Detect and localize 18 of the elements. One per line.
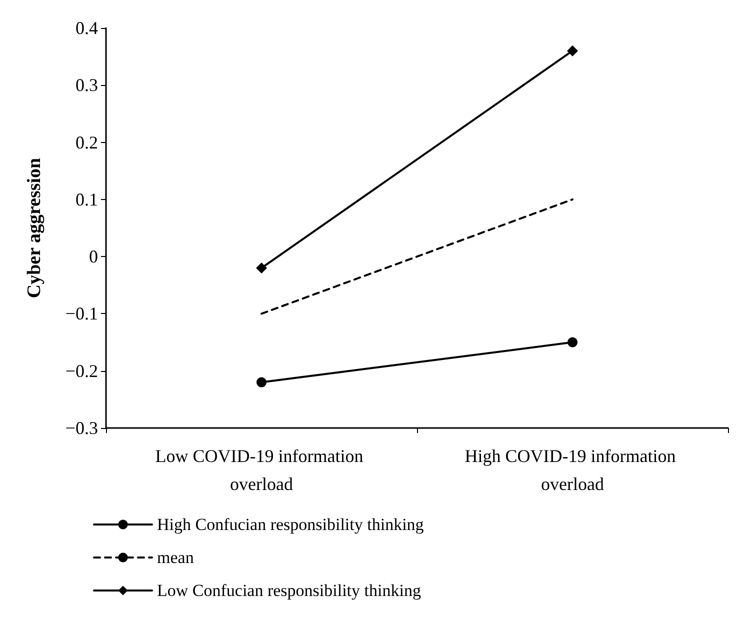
point <box>256 377 266 388</box>
y-tick-label: −0.2 <box>65 360 98 381</box>
y-tick-label: −0.3 <box>65 418 98 438</box>
y-tick-label: 0.3 <box>76 75 98 96</box>
y-tick-label: −0.1 <box>65 304 98 324</box>
legend-label: High Confucian responsibility thinking <box>157 515 424 534</box>
legend-label: mean <box>157 548 194 567</box>
y-tick-label: 0.1 <box>76 189 98 210</box>
y-tick-label: 0.2 <box>76 132 98 152</box>
point <box>568 337 578 348</box>
y-tick-label: 0.4 <box>76 18 98 38</box>
point <box>567 45 578 56</box>
y-axis-title: Cyber aggression <box>24 157 45 298</box>
legend-label: Low Confucian responsibility thinking <box>157 581 422 600</box>
x-tick-label: High COVID-19 information overload <box>464 446 680 494</box>
x-tick-label: Low COVID-19 information overload <box>155 446 368 494</box>
y-tick-label: 0 <box>89 246 98 267</box>
point <box>256 262 267 274</box>
